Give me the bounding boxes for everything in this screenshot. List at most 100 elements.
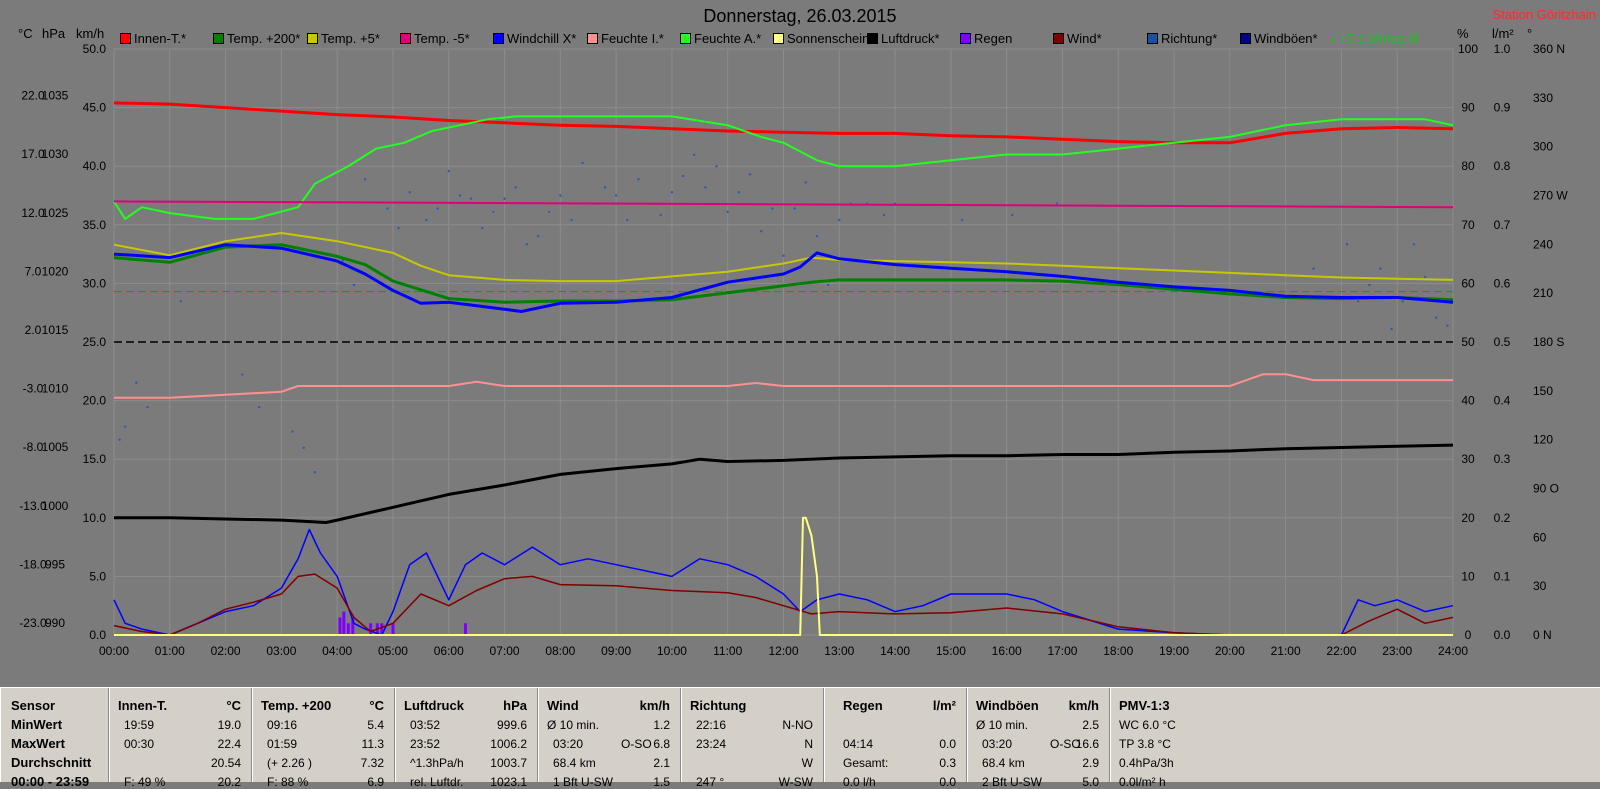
pmv-windchill: WC 6.0 °C [1119, 718, 1176, 732]
direction-column: Richtung 22:16 N-NO 23:24 N W 247 ° W-SW [681, 688, 824, 789]
wind-distance: 68.4 km [553, 756, 596, 770]
temp-unit-label: °C [18, 26, 33, 41]
direction-point [123, 425, 127, 428]
direction-point [1055, 202, 1059, 205]
x-tick-label: 10:00 [657, 644, 687, 658]
speed_kmh-tick-label: 30.0 [83, 276, 107, 290]
speed-unit-label: km/h [76, 26, 105, 41]
legend-item: Windchill X* [493, 31, 576, 46]
direction-point [882, 213, 886, 217]
direction-point [179, 300, 183, 303]
row-max-label: MaxWert [11, 736, 65, 751]
legend-item: Luftdruck* [867, 31, 940, 46]
direction-v3: W [801, 756, 813, 770]
direction-point [659, 213, 662, 217]
pressure_hpa-tick-label: 1005 [42, 440, 69, 454]
legend-swatch [1147, 33, 1158, 44]
legend-item: Sonnenschein [773, 31, 869, 46]
legend-swatch [1053, 33, 1064, 44]
legend-item: Regen [960, 31, 1012, 46]
direction-point [693, 153, 696, 157]
direction-point [759, 230, 763, 233]
legend-label: Temp. +200* [227, 31, 301, 46]
direction-point [386, 207, 389, 210]
direction-point [1312, 267, 1315, 270]
rain_lm2-tick-label: 0.2 [1494, 511, 1511, 525]
temp-unit: °C [369, 698, 384, 713]
gust-header: Windböen [976, 698, 1039, 713]
direction-tick-label: 0 N [1533, 628, 1552, 642]
direction-point [815, 234, 819, 238]
direction-t1: 22:16 [696, 718, 727, 732]
direction-tick-label: 90 O [1533, 482, 1559, 496]
legend-item: Temp. -5* [400, 31, 470, 46]
temp_c-tick-label: 22.0 [21, 89, 45, 103]
stats-panel: Sensor MinWert MaxWert Durchschnitt 00:0… [0, 687, 1600, 789]
rain_lm2-tick-label: 0.7 [1494, 218, 1511, 232]
pressure-max-time: 23:52 [410, 737, 441, 751]
direction-point [397, 226, 400, 230]
rain-total-label: Gesamt: [843, 756, 889, 770]
gust-day-value: 5.0 [1082, 775, 1099, 789]
legend-swatch [680, 33, 691, 44]
temp_c-tick-label: -8.0 [23, 440, 44, 454]
legend-swatch [960, 33, 971, 44]
humidity_pct-tick-label: 0 [1465, 628, 1472, 642]
wind-avg-value: 2.1 [653, 756, 670, 770]
gust-column: Windböen km/h Ø 10 min. 2.5 03:20 O-SO 1… [967, 688, 1110, 789]
direction-point [547, 210, 551, 213]
rain-bar [391, 623, 395, 635]
direction-v2: N [804, 737, 813, 751]
x-tick-label: 13:00 [824, 644, 854, 658]
wind-avg10-value: 1.2 [653, 718, 670, 732]
pressure_hpa-tick-label: 1020 [42, 264, 69, 278]
gust-unit: km/h [1068, 698, 1099, 713]
direction-point [960, 218, 964, 222]
legend-swatch [493, 33, 504, 44]
innen-day-value: 20.2 [217, 775, 241, 789]
temp-day-label: F: 88 % [267, 775, 309, 789]
rain_lm2-tick-label: 0.6 [1494, 276, 1511, 290]
rain-day-value: 0.0 [939, 775, 956, 789]
direction-tick-label: 180 S [1533, 335, 1564, 349]
direction-point [408, 191, 411, 194]
sensor-header: Sensor [11, 698, 56, 713]
direction-point [302, 446, 305, 450]
rain-max-time: 04:14 [843, 737, 874, 751]
direction-point [341, 259, 344, 262]
direction-point [715, 165, 718, 168]
legend-item: Temp. +200* [213, 31, 300, 46]
direction-point [1379, 267, 1382, 270]
direction-point [1446, 324, 1449, 327]
gust-avg10-value: 2.5 [1082, 718, 1099, 732]
temp_c-tick-label: 17.0 [21, 147, 45, 161]
series-line [113, 200, 1454, 209]
x-tick-label: 00:00 [99, 644, 129, 658]
rain-bar [338, 617, 342, 635]
speed_kmh-tick-label: 20.0 [83, 394, 107, 408]
x-tick-label: 06:00 [434, 644, 464, 658]
temp-min-time: 09:16 [267, 718, 298, 732]
x-tick-label: 15:00 [936, 644, 966, 658]
rain-rate: 0.0 l/h [843, 775, 876, 789]
innen-unit: °C [226, 698, 241, 713]
series-line [113, 243, 1454, 313]
pmv-rain-rate: 0.0l/m² h [1119, 775, 1166, 789]
legend-item: Windböen* [1240, 31, 1318, 46]
speed_kmh-tick-label: 10.0 [83, 511, 107, 525]
wind-column: Wind km/h Ø 10 min. 1.2 03:20 O-SO 6.8 6… [538, 688, 681, 789]
station-name: Station Göritzhain [1492, 7, 1596, 22]
wind-max-value: 6.8 [653, 737, 670, 751]
legend-swatch [773, 33, 784, 44]
rain_lm2-tick-label: 0.8 [1494, 159, 1511, 173]
temp_c-tick-label: 2.0 [25, 323, 42, 337]
rain_lm2-tick-label: 0.0 [1494, 628, 1511, 642]
wind-max-time: 03:20 [553, 737, 584, 751]
series-line [113, 115, 1454, 220]
pressure-unit-label: hPa [42, 26, 66, 41]
legend-swatch [1240, 33, 1251, 44]
direction-point [1368, 283, 1371, 287]
pressure_hpa-tick-label: 1010 [42, 382, 69, 396]
direction-point [514, 186, 517, 189]
rain-bar [342, 611, 346, 635]
